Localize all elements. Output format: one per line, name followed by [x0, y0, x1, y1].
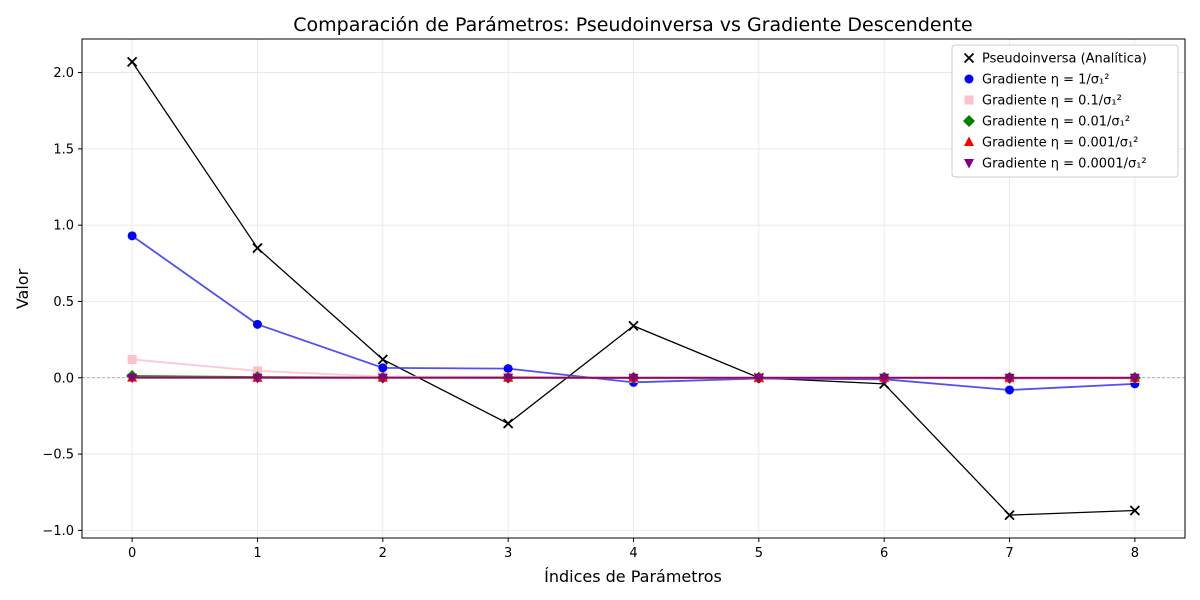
data-point [377, 354, 388, 365]
data-point [127, 354, 137, 364]
y-tick-label: −1.0 [42, 524, 74, 539]
legend-marker [963, 115, 975, 127]
data-point [1005, 385, 1015, 395]
x-tick-label: 5 [755, 546, 763, 561]
x-axis-label: Índices de Parámetros [544, 567, 722, 586]
chart-title: Comparación de Parámetros: Pseudoinversa… [293, 14, 973, 36]
legend-entry: Gradiente η = 0.1/σ₁² [964, 94, 1122, 109]
data-point [1129, 373, 1140, 384]
data-point [252, 319, 262, 329]
y-tick-label: 1.5 [53, 142, 74, 157]
data-point [377, 373, 388, 384]
x-tick-label: 3 [504, 546, 512, 561]
data-point [378, 363, 388, 373]
legend-entry: Gradiente η = 1/σ₁² [964, 73, 1109, 88]
x-tick-label: 4 [629, 546, 637, 561]
data-point [252, 373, 263, 384]
legend-marker [964, 95, 974, 105]
data-point [503, 373, 514, 384]
y-tick-label: 2.0 [53, 66, 74, 81]
data-point [1004, 509, 1015, 521]
data-point [628, 320, 639, 332]
data-point [503, 364, 513, 374]
legend-label: Pseudoinversa (Analítica) [982, 52, 1147, 67]
legend-entry: Gradiente η = 0.0001/σ₁² [964, 157, 1147, 172]
data-point [503, 418, 514, 429]
data-point [1129, 505, 1141, 516]
legend-label: Gradiente η = 0.0001/σ₁² [982, 157, 1147, 172]
legend-label: Gradiente η = 0.01/σ₁² [982, 115, 1130, 130]
data-point [628, 373, 639, 384]
y-tick-label: 1.0 [53, 219, 74, 234]
x-tick-label: 1 [253, 546, 261, 561]
legend-entry: Pseudoinversa (Analítica) [963, 52, 1147, 67]
data-point [126, 56, 138, 68]
legend-entry: Gradiente η = 0.001/σ₁² [964, 136, 1138, 151]
data-point [127, 373, 138, 384]
legend-marker [964, 136, 974, 146]
data-point [127, 231, 137, 241]
legend-label: Gradiente η = 1/σ₁² [982, 73, 1109, 88]
x-tick-label: 7 [1005, 546, 1013, 561]
legend-marker [964, 159, 974, 169]
legend-label: Gradiente η = 0.1/σ₁² [982, 94, 1122, 109]
data-point [753, 373, 764, 384]
legend-box [951, 44, 1179, 178]
axis-ticks: 0 1 2 3 4 5 6 7 8 −1.0 −0.5 0.0 0.5 1.0 1.5 2.0 [42, 66, 1139, 561]
y-axis-label: Valor [13, 268, 32, 309]
y-tick-label: 0.0 [53, 371, 74, 386]
y-tick-label: 0.5 [53, 295, 74, 310]
x-tick-label: 6 [880, 546, 888, 561]
data-point [879, 373, 890, 384]
series-5 [127, 373, 1140, 384]
legend: Pseudoinversa (Analítica) Gradiente η = 1… [951, 44, 1179, 178]
data-point [252, 242, 263, 254]
legend-marker [963, 52, 975, 64]
x-tick-label: 2 [379, 546, 387, 561]
legend-marker [964, 74, 974, 84]
data-point [252, 366, 262, 376]
x-tick-label: 8 [1131, 546, 1139, 561]
y-tick-label: −0.5 [42, 448, 74, 463]
data-point [1004, 373, 1015, 384]
legend-entry: Gradiente η = 0.01/σ₁² [963, 115, 1130, 130]
legend-label: Gradiente η = 0.001/σ₁² [982, 136, 1138, 151]
x-tick-label: 0 [128, 546, 136, 561]
series-layer [126, 56, 1141, 521]
